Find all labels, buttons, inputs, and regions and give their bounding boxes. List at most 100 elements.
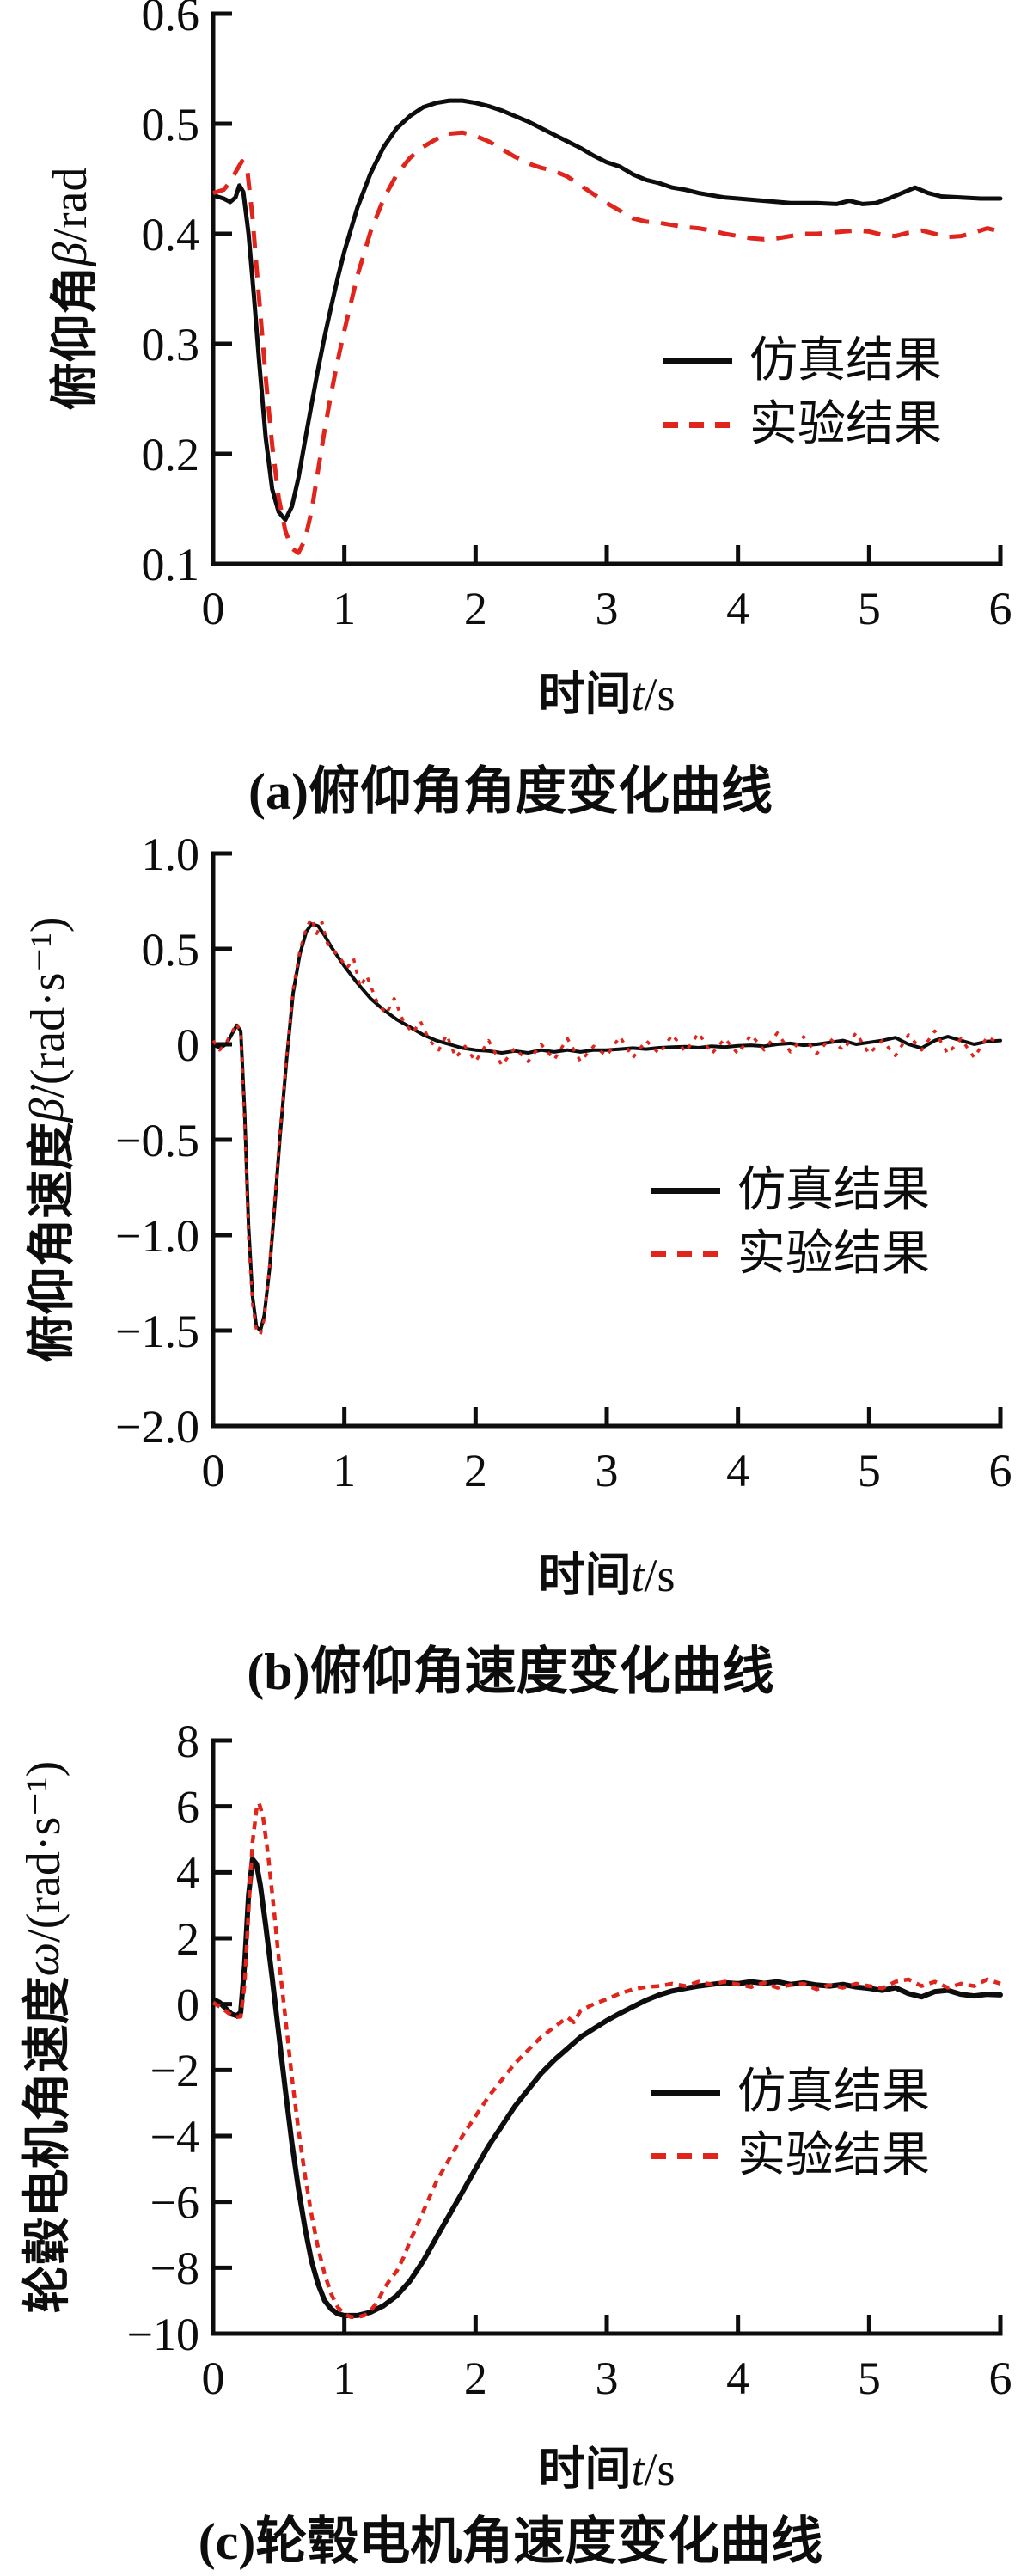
y-tick-label: 0 xyxy=(176,1019,199,1071)
legend-item-simulation: 仿真结果 xyxy=(651,2065,930,2120)
y-tick-label: −8 xyxy=(150,2243,199,2294)
axis-line xyxy=(211,11,1003,566)
plot-canvas-a: 0 1 2 3 4 5 6 0.6 0.5 0.4 0.3 0.2 0.1 xyxy=(142,0,1012,634)
legend-label: 仿真结果 xyxy=(749,334,942,388)
y-axis-title-c: 轮毂电机角速度 ω/(rad·s⁻¹) xyxy=(13,1702,75,2372)
y-axis-title-text: 俯仰角 xyxy=(48,266,102,411)
x-axis-unit: /s xyxy=(644,669,676,720)
y-tick-label: 0.3 xyxy=(142,319,200,370)
x-axis-symbol: t xyxy=(631,2444,645,2495)
x-axis-title-a: 时间t/s xyxy=(213,656,1000,724)
y-tick-label: −10 xyxy=(127,2309,199,2360)
y-tick-label: −4 xyxy=(150,2111,199,2163)
y-axis-unit: /rad xyxy=(44,167,97,242)
x-tick-label: 2 xyxy=(464,2353,487,2404)
x-axis-symbol: t xyxy=(631,1550,645,1601)
y-tick-label: −1.5 xyxy=(115,1306,199,1357)
y-tick-label: 0.4 xyxy=(142,209,200,260)
x-tick-label: 5 xyxy=(858,1445,881,1496)
chart-panel-c: 0 1 2 3 4 5 6 8 6 4 2 0 −2 −4 −6 −8 −10 轮毂电机角速度 ω/(rad·s⁻… xyxy=(0,1702,1021,2576)
x-tick-label: 4 xyxy=(726,1445,749,1496)
y-tick-label: 1.0 xyxy=(142,829,200,880)
axis-line xyxy=(211,1738,1003,2336)
legend-label: 实验结果 xyxy=(737,2129,930,2182)
x-tick-label: 1 xyxy=(333,2353,356,2404)
x-tick-label: 1 xyxy=(333,583,356,634)
y-axis-title-text: 轮毂电机角速度 xyxy=(21,1976,75,2314)
plot-canvas-c: 0 1 2 3 4 5 6 8 6 4 2 0 −2 −4 −6 −8 −10 xyxy=(127,1716,1012,2404)
x-tick-label: 2 xyxy=(464,1445,487,1496)
y-tick-label: 0.5 xyxy=(142,99,200,150)
y-tick-label: −1.0 xyxy=(115,1210,199,1262)
legend-item-experiment: 实验结果 xyxy=(651,1227,930,1282)
y-axis-title-a: 俯仰角 β/rad xyxy=(40,22,102,555)
x-tick-label: 1 xyxy=(333,1445,356,1496)
legend-item-experiment: 实验结果 xyxy=(663,397,942,452)
x-tick-label: 0 xyxy=(202,1445,225,1496)
y-axis-title-b: 俯仰角速度 β̇/(rad·s⁻¹) xyxy=(17,822,79,1458)
x-tick-label: 5 xyxy=(858,583,881,634)
plot-canvas-b: 0 1 2 3 4 5 6 1.0 0.5 0 −0.5 −1.0 −1.5 −2.0 xyxy=(115,829,1012,1496)
x-tick-label: 5 xyxy=(858,2353,881,2404)
y-axis-unit: /(rad·s⁻¹) xyxy=(16,1760,70,1943)
legend-label: 仿真结果 xyxy=(737,2065,930,2119)
legend-b: 仿真结果 实验结果 xyxy=(651,1163,930,1282)
legend-solid-line-swatch xyxy=(663,358,732,364)
x-axis-title-text: 时间 xyxy=(538,2444,632,2495)
x-tick-label: 4 xyxy=(726,2353,749,2404)
x-axis-title-text: 时间 xyxy=(538,669,632,720)
x-axis-unit: /s xyxy=(644,2444,676,2495)
x-tick-label: 6 xyxy=(989,2353,1012,2404)
x-tick-label: 4 xyxy=(726,583,749,634)
x-axis-title-text: 时间 xyxy=(538,1550,632,1601)
series-line-simulation xyxy=(211,922,1002,1332)
legend-dashed-line-swatch xyxy=(663,421,732,428)
y-axis-symbol: β xyxy=(44,242,97,266)
legend-label: 实验结果 xyxy=(749,398,942,451)
x-tick-label: 0 xyxy=(202,583,225,634)
x-axis-title-c: 时间t/s xyxy=(213,2431,1000,2499)
subplot-caption-c: (c)轮毂电机角速度变化曲线 xyxy=(198,2513,823,2570)
legend-solid-line-swatch xyxy=(651,2089,720,2096)
legend-a: 仿真结果 实验结果 xyxy=(663,333,942,452)
legend-label: 仿真结果 xyxy=(737,1164,930,1217)
legend-item-simulation: 仿真结果 xyxy=(651,1163,930,1218)
x-axis-title-b: 时间t/s xyxy=(213,1537,1000,1605)
y-tick-label: 0 xyxy=(176,1979,199,2031)
x-axis-unit: /s xyxy=(644,1550,676,1601)
y-tick-label: 0.6 xyxy=(142,0,200,40)
y-axis-title-text: 俯仰角速度 xyxy=(25,1122,79,1363)
y-axis-unit: /(rad·s⁻¹) xyxy=(21,916,75,1098)
x-tick-label: 2 xyxy=(464,583,487,634)
x-tick-label: 6 xyxy=(989,583,1012,634)
axis-line xyxy=(211,851,1003,1429)
y-tick-label: 8 xyxy=(176,1716,199,1767)
x-axis-symbol: t xyxy=(631,669,645,720)
x-tick-label: 3 xyxy=(596,1445,619,1496)
y-tick-label: −2.0 xyxy=(115,1401,199,1453)
legend-dashed-line-swatch xyxy=(651,2152,720,2159)
y-axis-symbol: ω xyxy=(16,1942,70,1977)
y-tick-label: 6 xyxy=(176,1782,199,1833)
y-tick-label: 2 xyxy=(176,1913,199,1965)
legend-item-experiment: 实验结果 xyxy=(651,2128,930,2183)
series-line-experiment xyxy=(212,130,1001,555)
subplot-caption-a: (a)俯仰角角度变化曲线 xyxy=(248,763,773,820)
x-tick-label: 6 xyxy=(989,1445,1012,1496)
y-axis-symbol: β̇ xyxy=(21,1098,74,1123)
y-tick-label: 0.5 xyxy=(142,924,200,976)
series-line-simulation xyxy=(211,1857,1003,2318)
y-tick-label: 0.1 xyxy=(142,539,200,590)
subplot-caption-b: (b)俯仰角速度变化曲线 xyxy=(247,1643,774,1700)
y-tick-label: −0.5 xyxy=(115,1115,199,1166)
chart-panel-a: 0 1 2 3 4 5 6 0.6 0.5 0.4 0.3 0.2 0.1 俯仰角 β/rad 仿真结果 … xyxy=(0,0,1021,825)
x-tick-label: 3 xyxy=(596,2353,619,2404)
series-line-experiment xyxy=(211,916,1001,1337)
legend-item-simulation: 仿真结果 xyxy=(663,333,942,389)
y-tick-label: −6 xyxy=(150,2177,199,2229)
y-tick-label: 4 xyxy=(176,1847,199,1899)
series-line-simulation xyxy=(211,98,1003,523)
legend-solid-line-swatch xyxy=(651,1187,720,1194)
legend-label: 实验结果 xyxy=(737,1227,930,1281)
